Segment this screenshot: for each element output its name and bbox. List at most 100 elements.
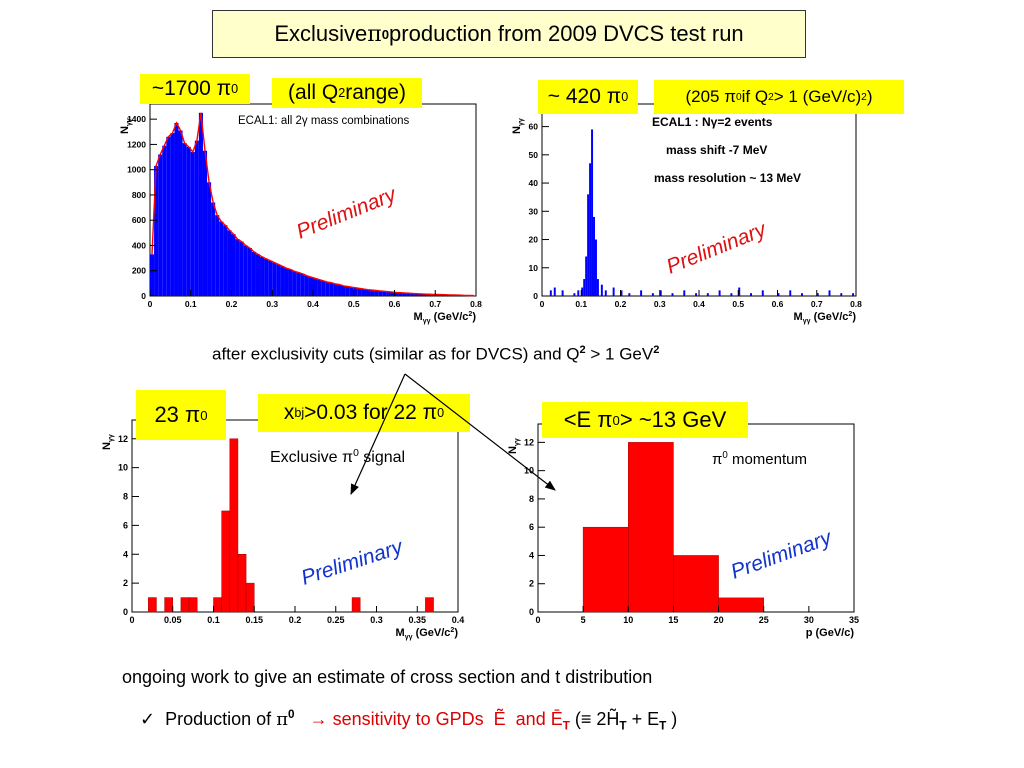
histogram-bar	[280, 266, 285, 296]
y-tick-label: 8	[529, 494, 534, 504]
histogram-bar	[706, 293, 709, 296]
histogram-bar	[435, 294, 440, 296]
x-tick-label: 0.2	[615, 299, 627, 309]
histogram-bar	[313, 278, 318, 296]
arrow-icon: →	[309, 709, 328, 729]
histogram-bar	[427, 294, 432, 296]
x-tick-label: 0	[540, 299, 545, 309]
histogram-bar	[260, 256, 265, 296]
x-tick-label: 0.4	[452, 615, 465, 625]
histogram-bar	[414, 293, 419, 296]
histogram-bar	[351, 597, 361, 613]
x-tick-label: 5	[581, 615, 586, 625]
histogram-bar	[612, 287, 615, 296]
histogram-bar	[219, 221, 224, 296]
histogram-bar	[284, 268, 289, 296]
x-tick-label: 0.3	[654, 299, 666, 309]
histogram-bar	[418, 293, 424, 296]
x-axis-label: Mγγ (GeV/c2)	[794, 311, 857, 325]
histogram-bar	[190, 152, 195, 296]
histogram-bar	[431, 294, 436, 296]
histogram-bar	[365, 289, 371, 296]
histogram-bar	[750, 293, 752, 296]
histogram-bar	[549, 290, 552, 296]
x-tick-label: 0.4	[693, 299, 705, 309]
histogram-bar	[251, 251, 256, 296]
chart-all-mass-combinations: 0 0.1 0.2 0.3 0.4 0.5 0.6 0.7 0.8 0 200 400 600 800 10…	[119, 103, 482, 325]
histogram-bar	[390, 292, 395, 296]
histogram-bar	[593, 216, 595, 296]
histogram-bar	[591, 129, 594, 296]
y-tick-label: 20	[529, 235, 539, 245]
histogram-bar	[304, 275, 309, 296]
y-tick-label: 4	[123, 549, 128, 559]
histogram-bar	[272, 262, 277, 296]
histogram-bar	[581, 287, 584, 296]
y-tick-label: 10	[118, 463, 128, 473]
y-tick-label: 6	[529, 522, 534, 532]
x-tick-label: 0.3	[266, 299, 278, 309]
inner-caption-line: mass shift -7 MeV	[666, 143, 767, 157]
histogram-bar	[600, 284, 603, 296]
histogram-bar	[386, 291, 391, 296]
y-tick-label: 200	[132, 266, 146, 276]
histogram-bar	[761, 290, 764, 296]
y-tick-label: 1200	[127, 139, 146, 149]
x-tick-label: 20	[714, 615, 724, 625]
x-tick-label: 0.4	[307, 299, 319, 309]
histogram-bar	[840, 293, 843, 296]
inner-caption: ECAL1: all 2γ mass combinations	[238, 115, 410, 127]
inner-caption: π0 momentum	[712, 450, 807, 468]
x-tick-label: 0.15	[245, 615, 263, 625]
x-tick-label: 0.1	[207, 615, 220, 625]
histogram-bar	[640, 290, 643, 296]
arrow-to-momentum-chart	[404, 373, 556, 491]
x-tick-label: 10	[623, 615, 633, 625]
histogram-bar	[585, 256, 588, 296]
histogram-bar	[628, 442, 674, 613]
x-tick-label: 0.3	[370, 615, 383, 625]
histogram-bar	[329, 282, 334, 296]
histogram-bar	[801, 293, 804, 296]
fit-curve	[151, 112, 475, 297]
histogram-bar	[594, 239, 597, 296]
x-tick-label: 0.6	[772, 299, 784, 309]
x-tick-label: 0.6	[389, 299, 401, 309]
y-tick-label: 600	[132, 215, 146, 225]
histogram-bar	[589, 163, 592, 296]
arrow-to-signal-chart	[350, 373, 406, 495]
x-tick-label: 35	[849, 615, 859, 625]
histogram-bar	[245, 582, 255, 613]
y-tick-label: 1400	[127, 114, 146, 124]
histogram-bar	[582, 526, 629, 613]
y-tick-label: 10	[524, 466, 534, 476]
chart-exclusive-pi0-signal: 0 0.05 0.1 0.15 0.2 0.25 0.3 0.35 0.4 0 2 4 6 8 10 12Nγ…	[101, 419, 465, 641]
y-tick-label: 400	[132, 240, 146, 250]
x-tick-label: 30	[804, 615, 814, 625]
histogram-bar	[150, 254, 155, 296]
x-tick-label: 0.2	[289, 615, 302, 625]
histogram-bar	[231, 234, 236, 296]
x-tick-label: 0.35	[408, 615, 426, 625]
histogram-bar	[178, 130, 183, 296]
histogram-bar	[162, 145, 167, 296]
x-tick-label: 0.5	[348, 299, 360, 309]
histogram-bar	[264, 258, 269, 296]
inner-caption-line: ECAL1 : Nγ=2 events	[652, 115, 773, 129]
histogram-bar	[378, 290, 383, 296]
exclusivity-cuts-caption: after exclusivity cuts (similar as for D…	[212, 344, 660, 364]
histogram-bar	[239, 241, 244, 296]
histogram-bar	[166, 136, 171, 296]
histogram-bar	[227, 230, 232, 296]
x-axis-label: Mγγ (GeV/c2)	[414, 311, 477, 325]
histogram-bar	[695, 293, 698, 296]
x-tick-label: 0.1	[575, 299, 587, 309]
histogram-bar	[202, 150, 208, 296]
